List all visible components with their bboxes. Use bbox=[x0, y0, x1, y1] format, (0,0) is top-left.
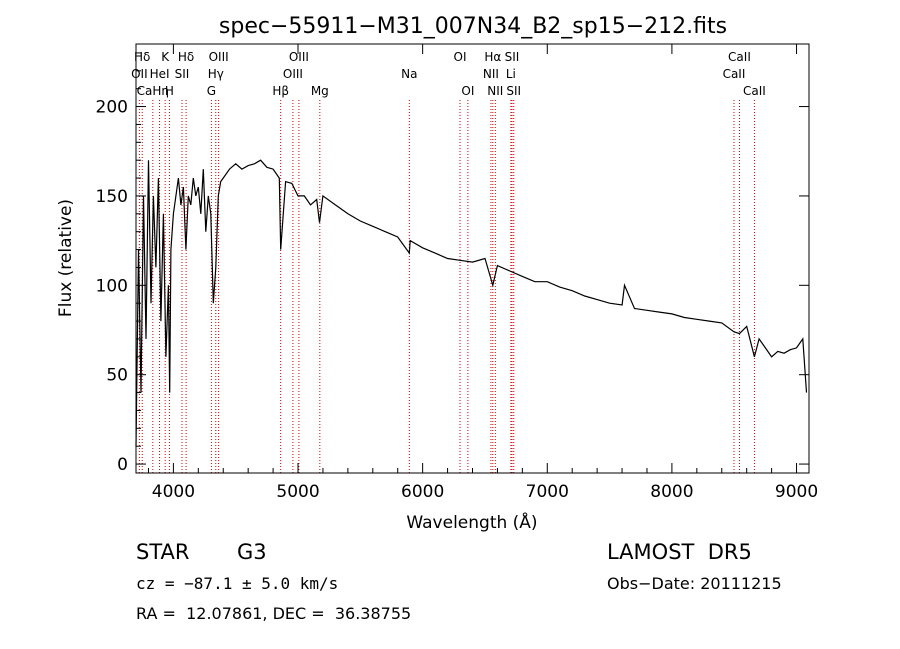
line-label: Na bbox=[401, 67, 417, 81]
x-tick-label: 8000 bbox=[650, 482, 693, 502]
observation-date: Obs−Date: 20111215 bbox=[607, 574, 782, 593]
spectral-line-markers: Hδ K Hδ OIII OIII OI Hα SII CaII OII HeI SII Hγ OIII N… bbox=[131, 50, 766, 473]
line-label: OIII bbox=[283, 67, 303, 81]
object-class: STAR bbox=[136, 540, 190, 564]
x-tick-label: 6000 bbox=[401, 482, 444, 502]
line-label: H bbox=[165, 84, 174, 98]
line-label: CaHη bbox=[137, 84, 169, 98]
x-tick-label: 7000 bbox=[526, 482, 569, 502]
y-tick-label: 0 bbox=[117, 455, 128, 475]
plot-frame bbox=[135, 43, 810, 474]
x-tick-label: 5000 bbox=[276, 482, 319, 502]
line-label: SII bbox=[175, 67, 190, 81]
ra-dec: RA = 12.07861, DEC = 36.38755 bbox=[136, 604, 412, 623]
line-label: CaII bbox=[728, 50, 751, 64]
line-label: CaII bbox=[743, 84, 766, 98]
line-label: Hα bbox=[484, 50, 501, 64]
line-label: OI bbox=[454, 50, 467, 64]
y-tick-label: 200 bbox=[96, 98, 128, 118]
line-label: OI bbox=[461, 84, 474, 98]
spectrum-series bbox=[135, 159, 808, 447]
x-tick-label: 4000 bbox=[152, 482, 195, 502]
line-label: OII bbox=[131, 67, 148, 81]
x-tick-label: 9000 bbox=[775, 482, 818, 502]
line-label: SII bbox=[506, 84, 521, 98]
line-label: CaII bbox=[723, 67, 746, 81]
line-label: OIII bbox=[209, 50, 229, 64]
line-label: OIII bbox=[289, 50, 309, 64]
y-tick-label: 150 bbox=[96, 187, 128, 207]
line-label: HeI bbox=[150, 67, 170, 81]
line-label: SII bbox=[505, 50, 520, 64]
series-line bbox=[135, 159, 808, 447]
y-axis-label: Flux (relative) bbox=[56, 199, 76, 317]
x-axis-label: Wavelength (Å) bbox=[406, 511, 537, 533]
line-label: Hδ bbox=[134, 50, 150, 64]
line-label: NII bbox=[487, 84, 503, 98]
line-label: Li bbox=[506, 67, 516, 81]
survey-name: LAMOST DR5 bbox=[607, 540, 752, 564]
redshift-cz: cz = −87.1 ± 5.0 km/s bbox=[136, 574, 339, 593]
axes: 4000 5000 6000 7000 8000 9000 0 50 100 150 200 bbox=[96, 44, 818, 502]
chart-title: spec−55911−M31_007N34_B2_sp15−212.fits bbox=[219, 14, 727, 39]
y-tick-label: 50 bbox=[106, 366, 128, 386]
object-subclass: G3 bbox=[237, 540, 267, 564]
line-label: Hβ bbox=[272, 84, 289, 98]
line-label: G bbox=[207, 84, 216, 98]
line-label: Mg bbox=[311, 84, 329, 98]
line-label: K bbox=[161, 50, 170, 64]
line-label: Hγ bbox=[208, 67, 224, 81]
line-label: NII bbox=[483, 67, 499, 81]
y-tick-label: 100 bbox=[96, 276, 128, 296]
line-label: Hδ bbox=[178, 50, 194, 64]
